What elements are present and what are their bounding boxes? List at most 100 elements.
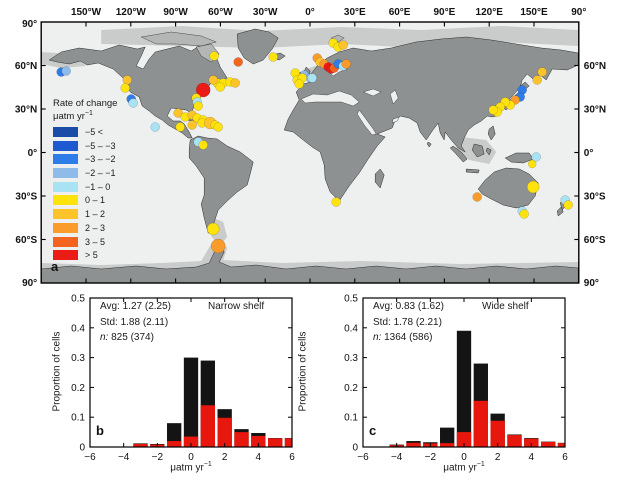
svg-text:90°: 90°: [571, 7, 586, 18]
histogram-c-title: Wide shelf: [482, 301, 529, 312]
svg-text:150°E: 150°E: [520, 7, 548, 18]
svg-text:0.2: 0.2: [71, 383, 85, 394]
hist-bar: [200, 405, 215, 447]
svg-text:30°N: 30°N: [15, 105, 37, 116]
svg-text:4: 4: [529, 452, 535, 463]
rate-dot: [187, 120, 197, 130]
legend-swatch: [53, 195, 78, 206]
histogram-b-title: Narrow shelf: [208, 301, 265, 312]
svg-text:60°E: 60°E: [389, 7, 411, 18]
rate-dot: [210, 238, 226, 254]
svg-text:90°: 90°: [22, 19, 37, 30]
rate-dot: [526, 180, 540, 194]
legend-item: 1 – 2: [53, 207, 117, 221]
rate-dot: [209, 51, 219, 61]
legend-label: 2 – 3: [85, 222, 106, 233]
svg-text:60°S: 60°S: [584, 235, 606, 246]
legend-item: −1 – 0: [53, 180, 117, 194]
legend-swatch: [53, 250, 78, 261]
svg-text:0: 0: [188, 452, 194, 463]
svg-text:0: 0: [461, 452, 467, 463]
world-map-panel: 150°W 120°W 90°W 60°W 30°W 0° 30°E 60°E 90°E 120°…: [15, 7, 606, 289]
panel-a-label: a: [51, 259, 59, 274]
hist-bar: [473, 400, 488, 447]
legend-item: > 5: [53, 248, 117, 262]
y-axis-label-c: Proportion of cells: [297, 331, 309, 412]
histogram-narrow-shelf: −6 −4 −2 0 2 4 6 0 0.1 0.2 0.3 0.4 0.5: [71, 294, 295, 464]
svg-text:0.3: 0.3: [71, 353, 85, 364]
legend-swatch: [53, 181, 78, 192]
legend-label: > 5: [85, 250, 98, 261]
svg-text:0.5: 0.5: [71, 294, 85, 305]
svg-text:90°W: 90°W: [163, 7, 188, 18]
legend-swatch: [53, 168, 78, 179]
rate-dot: [537, 67, 547, 77]
hist-bar: [490, 420, 505, 447]
legend-swatch: [53, 140, 78, 151]
stat-line: Std: 1.78 (2.21): [373, 316, 442, 328]
legend-swatch: [53, 127, 78, 137]
legend-unit-base: μatm yr: [53, 111, 85, 123]
rate-dot: [519, 209, 529, 219]
svg-text:60°W: 60°W: [208, 7, 233, 18]
legend-label: −5 <: [85, 127, 104, 137]
legend-swatch: [53, 209, 78, 220]
hist-bar: [284, 438, 292, 447]
legend-item: 3 – 5: [53, 235, 117, 249]
rate-dot: [128, 98, 138, 108]
rate-dot: [215, 82, 225, 92]
svg-text:2: 2: [495, 452, 501, 463]
x-axis-label-c: μatm yr−1: [443, 461, 485, 474]
map-legend: Rate of change μatm yr−1 −5 < −5 – −3 −3 –…: [53, 98, 117, 262]
legend-label: −1 – 0: [85, 181, 111, 192]
hist-bar: [268, 438, 283, 447]
svg-text:30°S: 30°S: [15, 192, 37, 203]
svg-text:−2: −2: [425, 452, 437, 463]
hist-bar: [507, 435, 522, 447]
legend-item: −2 – −1: [53, 166, 117, 180]
stats-narrow-shelf: Avg: 1.27 (2.25) Std: 1.88 (2.11) n: 825…: [100, 299, 171, 346]
hist-bar: [456, 330, 472, 447]
svg-text:30°W: 30°W: [253, 7, 278, 18]
rate-dot: [175, 122, 185, 132]
svg-text:−6: −6: [357, 452, 369, 463]
legend-label: −3 – −2: [85, 154, 116, 165]
svg-text:90°E: 90°E: [434, 7, 456, 18]
legend-item: −5 <: [53, 125, 117, 139]
rate-dot: [472, 192, 482, 202]
rate-dot: [563, 200, 573, 210]
svg-text:120°W: 120°W: [116, 7, 147, 18]
svg-text:0.1: 0.1: [344, 413, 358, 424]
stats-wide-shelf: Avg: 0.83 (1.62) Std: 1.78 (2.21) n: 136…: [373, 299, 444, 346]
legend-unit-sup: −1: [84, 110, 93, 117]
svg-text:6: 6: [289, 452, 295, 463]
y-axis-label-b: Proportion of cells: [51, 331, 63, 412]
rate-dot: [193, 101, 203, 111]
svg-text:6: 6: [562, 452, 568, 463]
rate-dot: [233, 57, 243, 67]
stat-line: Avg: 0.83 (1.62): [373, 301, 444, 312]
svg-text:−2: −2: [152, 452, 164, 463]
svg-text:0.5: 0.5: [344, 294, 358, 305]
rate-dot: [527, 159, 537, 169]
hist-bar: [183, 436, 199, 447]
svg-text:4: 4: [256, 452, 262, 463]
legend-item: −3 – −2: [53, 153, 117, 167]
rate-dot: [198, 140, 208, 150]
rate-dot: [120, 83, 130, 93]
rate-dot: [206, 222, 220, 236]
histogram-wide-shelf: −6 −4 −2 0 2 4 6 0 0.1 0.2 0.3 0.4 0.5: [344, 294, 568, 464]
rate-dot: [531, 152, 541, 162]
legend-swatch: [53, 154, 78, 165]
svg-text:90°: 90°: [584, 278, 599, 289]
svg-text:0.2: 0.2: [344, 383, 358, 394]
svg-text:0: 0: [79, 443, 85, 454]
legend-item: 2 – 3: [53, 221, 117, 235]
svg-text:0°: 0°: [28, 148, 38, 159]
svg-text:−4: −4: [391, 452, 403, 463]
svg-text:0.4: 0.4: [71, 323, 85, 334]
legend-rows: −5 < −5 – −3 −3 – −2 −2 – −1 −1 – 0 0 – 1 1 – …: [53, 125, 117, 262]
hist-bar: [406, 442, 421, 447]
stat-line: n: 825 (374): [100, 332, 154, 343]
